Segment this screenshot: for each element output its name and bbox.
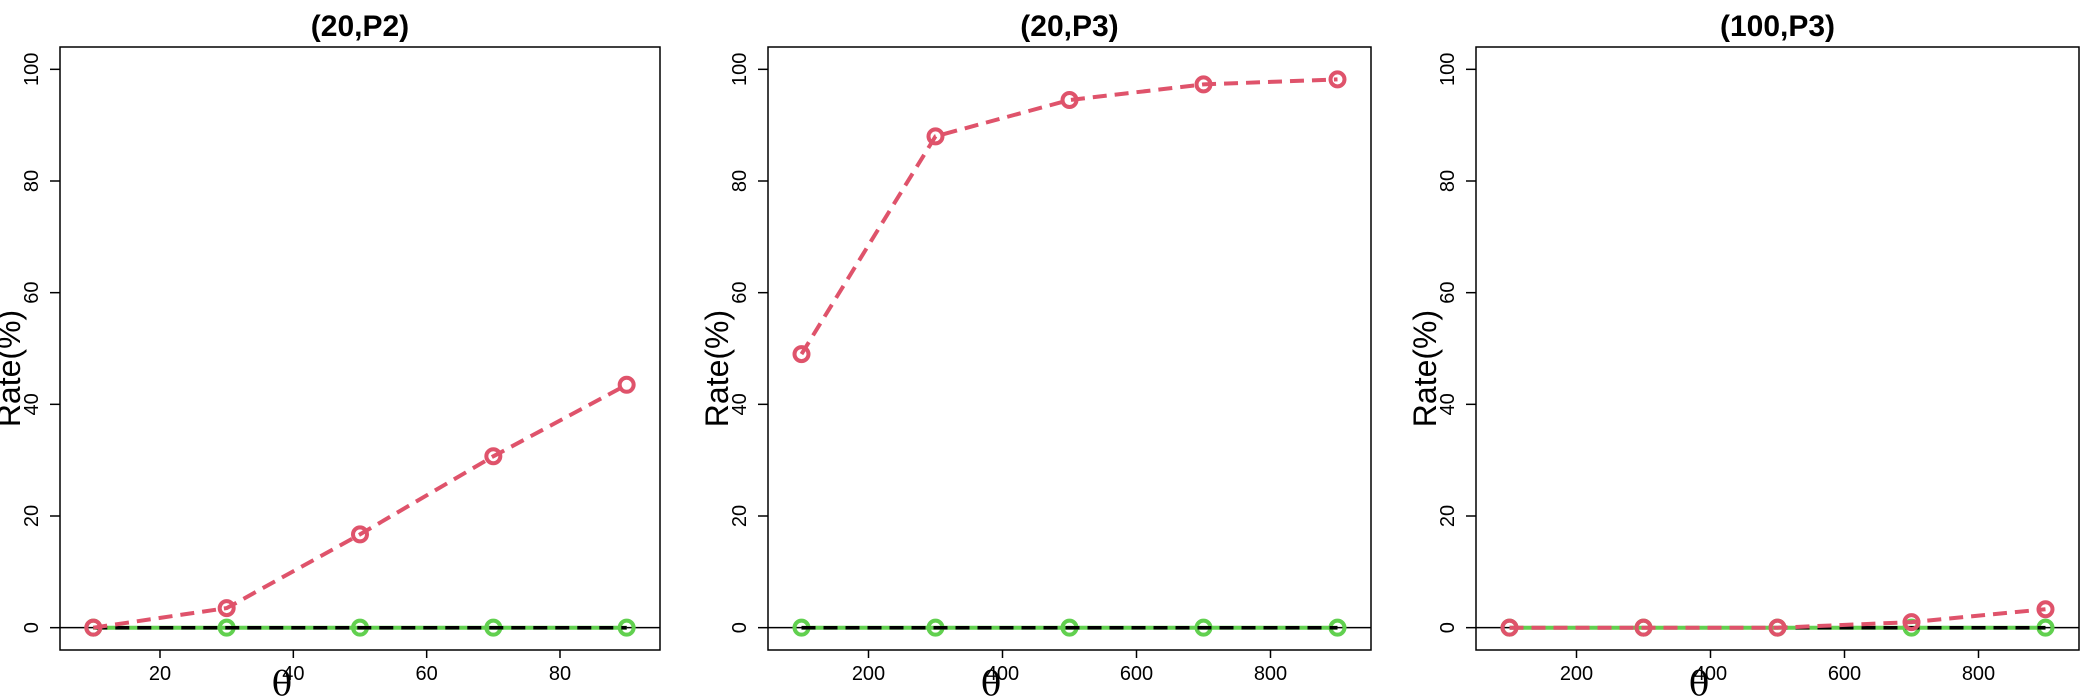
chart-panel-3: (100,P3) 0 20 40 60 80 100 200 400 600 800 Rate(%) θ (1407, 10, 2080, 700)
y-tick-label: 100 (729, 53, 751, 86)
series-3-point (617, 618, 636, 637)
series-1-point (1194, 75, 1213, 94)
series-1-point (617, 375, 636, 394)
x-tick-label: 600 (1120, 663, 1153, 685)
y-tick-label: 80 (1437, 170, 1459, 192)
series-1-point (84, 618, 103, 637)
x-tick-label: 200 (852, 663, 885, 685)
series-1-point (1902, 613, 1921, 632)
series-1-point (926, 127, 945, 146)
y-tick-label: 60 (1437, 282, 1459, 304)
plot-frame (767, 46, 1372, 651)
chart-title: (100,P3) (1720, 10, 1835, 43)
chart-title: (20,P2) (311, 10, 409, 43)
y-tick-label: 80 (21, 170, 43, 192)
y-tick-label: 40 (1437, 393, 1459, 415)
x-tick-label: 200 (1560, 663, 1593, 685)
x-axis-label: θ (272, 664, 292, 700)
x-tick-label: 600 (1828, 663, 1861, 685)
x-tick-label: 40 (282, 663, 304, 685)
series-1-point (351, 525, 369, 544)
series-1-point (484, 447, 503, 466)
series-1-point (1634, 618, 1653, 637)
x-tick-label: 800 (1962, 663, 1995, 685)
y-axis-label: Rate(%) (1407, 310, 1443, 427)
x-tick-label: 800 (1254, 663, 1287, 685)
x-tick-label: 80 (549, 663, 571, 685)
series-1-point (1768, 618, 1787, 637)
y-tick-label: 60 (729, 282, 751, 304)
x-tick-label: 20 (149, 663, 171, 685)
series-1-line (799, 77, 1338, 356)
y-tick-label: 0 (729, 622, 751, 633)
y-tick-label: 40 (21, 393, 43, 415)
series-1-point (1060, 91, 1079, 110)
y-tick-label: 20 (21, 505, 43, 527)
y-tick-label: 20 (729, 505, 751, 527)
y-tick-label: 100 (21, 53, 43, 86)
series-1-line (1509, 607, 2046, 630)
y-tick-label: 60 (21, 282, 43, 304)
chart-title: (20,P3) (1020, 10, 1118, 43)
plot-frame (1475, 46, 2080, 651)
y-tick-label: 0 (21, 622, 43, 633)
x-tick-label: 60 (416, 663, 438, 685)
y-tick-label: 20 (1437, 505, 1459, 527)
x-axis-label: θ (1689, 664, 1709, 700)
series-1-line (93, 383, 628, 630)
plot-frame (59, 46, 661, 651)
series-1-point (1500, 618, 1519, 637)
y-axis-label: Rate(%) (0, 310, 27, 427)
y-tick-label: 40 (729, 393, 751, 415)
y-tick-label: 80 (729, 170, 751, 192)
y-tick-label: 100 (1437, 53, 1459, 86)
y-axis-label: Rate(%) (699, 310, 735, 427)
x-axis-label: θ (981, 664, 1001, 700)
chart-panel-1: (20,P2) 0 20 40 60 80 100 20 40 60 80 Rate(%) θ (0, 10, 661, 700)
x-tick-label: 400 (986, 663, 1019, 685)
y-tick-label: 0 (1437, 622, 1459, 633)
series-1-point (217, 599, 236, 618)
series-1-point (1328, 70, 1347, 89)
x-tick-label: 400 (1694, 663, 1727, 685)
chart-panel-2: (20,P3) 0 20 40 60 80 100 200 400 600 800 Rate(%) θ (699, 10, 1372, 700)
series-1-point (792, 345, 811, 364)
series-1-point (2036, 600, 2055, 619)
